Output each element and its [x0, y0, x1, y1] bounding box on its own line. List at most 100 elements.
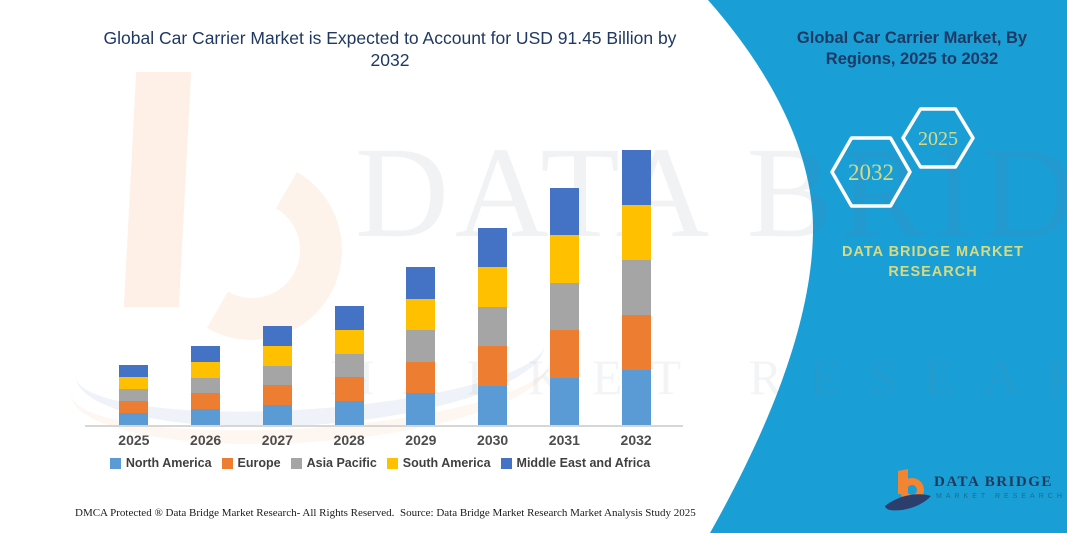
bar-segment-2027-north-america [262, 405, 292, 425]
bar-segment-2030-middle-east-and-africa [478, 227, 508, 268]
bar-segment-2027-south-america [262, 345, 292, 366]
bar-segment-2030-south-america [478, 267, 508, 307]
bar-segment-2026-south-america [191, 361, 221, 378]
hexagon-2032-outline [830, 136, 912, 208]
legend-item-asia-pacific: Asia Pacific [290, 456, 377, 470]
watermark-text-databridge: DATA BRIDGE [355, 121, 1067, 265]
x-axis-label-2029: 2029 [405, 432, 437, 448]
bar-segment-2027-europe [262, 385, 292, 406]
legend-item-middle-east-and-africa: Middle East and Africa [500, 456, 650, 470]
bar-segment-2029-asia-pacific [406, 330, 436, 362]
legend-item-north-america: North America [109, 456, 212, 470]
bar-slot-2029 [385, 145, 457, 425]
stacked-bar-2032 [621, 150, 651, 425]
bar-slot-2025 [98, 145, 170, 425]
bar-segment-2025-asia-pacific [119, 388, 149, 401]
x-axis-label-2027: 2027 [261, 432, 293, 448]
bar-segment-2025-middle-east-and-africa [119, 364, 149, 377]
bar-slot-2032 [600, 145, 672, 425]
x-axis-line [85, 425, 683, 427]
x-axis-label-2028: 2028 [333, 432, 365, 448]
bar-segment-2027-middle-east-and-africa [262, 326, 292, 346]
logo-swoosh [885, 494, 931, 511]
bar-segment-2028-north-america [334, 401, 364, 425]
legend-swatch-icon [109, 457, 121, 469]
bar-segment-2028-middle-east-and-africa [334, 305, 364, 330]
watermark-text-marketresearch: MARKET RESEARCH [330, 349, 1067, 405]
legend-swatch-icon [386, 457, 398, 469]
bar-segment-2025-europe [119, 400, 149, 413]
logo-subtitle: MARKET RESEARCH [936, 493, 1066, 500]
legend-swatch-icon [290, 457, 302, 469]
hexagon-2025-outline [901, 107, 975, 169]
legend-swatch-icon [500, 457, 512, 469]
bar-segment-2032-asia-pacific [621, 260, 651, 315]
bar-segment-2026-middle-east-and-africa [191, 345, 221, 362]
bar-slot-2028 [313, 145, 385, 425]
bar-segment-2025-north-america [119, 412, 149, 425]
bar-segment-2032-north-america [621, 370, 651, 425]
stacked-bar-2025 [119, 364, 149, 425]
bar-segment-2028-europe [334, 377, 364, 402]
bar-slot-2027 [242, 145, 314, 425]
footer-source-text: Source: Data Bridge Market Research Mark… [400, 507, 696, 519]
hexagon-2032-label: 2032 [848, 160, 894, 185]
bar-chart-plot-area [98, 145, 672, 425]
bar-segment-2031-asia-pacific [549, 282, 579, 331]
stacked-bar-2027 [262, 326, 292, 425]
stacked-bar-2028 [334, 305, 364, 425]
bar-slot-2030 [457, 145, 529, 425]
bar-segment-2030-europe [478, 346, 508, 386]
chart-title-line1: Global Car Carrier Market is Expected to… [103, 28, 677, 48]
dbmr-logo: DATA BRIDGE MARKET RESEARCH [884, 466, 1062, 516]
bar-segment-2032-europe [621, 315, 651, 370]
bar-segment-2032-south-america [621, 205, 651, 260]
bar-segment-2026-europe [191, 393, 221, 410]
x-axis-label-2032: 2032 [620, 432, 652, 448]
year-hexagons: 2025 2032 [830, 107, 975, 208]
chart-title: Global Car Carrier Market is Expected to… [70, 27, 710, 72]
bar-segment-2028-asia-pacific [334, 353, 364, 378]
stacked-bar-2029 [406, 267, 436, 425]
chart-legend: North America Europe Asia Pacific South Ame… [80, 456, 680, 470]
dbmr-logo-icon [885, 469, 931, 511]
legend-item-south-america: South America [386, 456, 491, 470]
stacked-bar-2031 [549, 187, 579, 425]
side-panel-brand-name: DATA BRIDGE MARKET RESEARCH [841, 244, 1025, 280]
x-axis-label-2026: 2026 [190, 432, 222, 448]
x-axis-label-2025: 2025 [118, 432, 150, 448]
legend-label: Europe [237, 456, 281, 470]
x-axis-label-2030: 2030 [477, 432, 509, 448]
bar-segment-2031-north-america [549, 377, 579, 425]
legend-swatch-icon [221, 457, 233, 469]
side-panel-shape [708, 0, 1067, 533]
legend-label: Asia Pacific [306, 456, 377, 470]
bar-segment-2031-south-america [549, 235, 579, 283]
x-axis-labels: 2025 2026 2027 2028 2029 2030 2031 2032 [98, 432, 672, 448]
bar-segment-2030-asia-pacific [478, 306, 508, 347]
x-axis-label-2031: 2031 [548, 432, 580, 448]
bar-segment-2031-middle-east-and-africa [549, 187, 579, 236]
bar-segment-2027-asia-pacific [262, 365, 292, 386]
bar-segment-2026-north-america [191, 409, 221, 425]
bar-segment-2029-middle-east-and-africa [406, 267, 436, 299]
bar-segment-2030-north-america [478, 385, 508, 425]
bar-slot-2031 [529, 145, 601, 425]
bar-segment-2029-south-america [406, 298, 436, 331]
stacked-bar-2026 [191, 345, 221, 425]
bar-segment-2028-south-america [334, 329, 364, 354]
stacked-bar-2030 [478, 227, 508, 425]
chart-title-line2: 2032 [370, 50, 410, 71]
side-panel-heading: Global Car Carrier Market, By Regions, 2… [796, 29, 1028, 69]
bar-segment-2029-europe [406, 361, 436, 394]
logo-wordmark: DATA BRIDGE [934, 474, 1053, 490]
bar-segment-2029-north-america [406, 393, 436, 425]
legend-item-europe: Europe [221, 456, 281, 470]
legend-label: North America [125, 456, 212, 470]
bar-segment-2032-middle-east-and-africa [621, 150, 651, 205]
bar-segment-2031-europe [549, 330, 579, 378]
footer-dmca-text: DMCA Protected ® Data Bridge Market Rese… [75, 507, 395, 519]
hexagon-2025-label: 2025 [918, 128, 958, 150]
